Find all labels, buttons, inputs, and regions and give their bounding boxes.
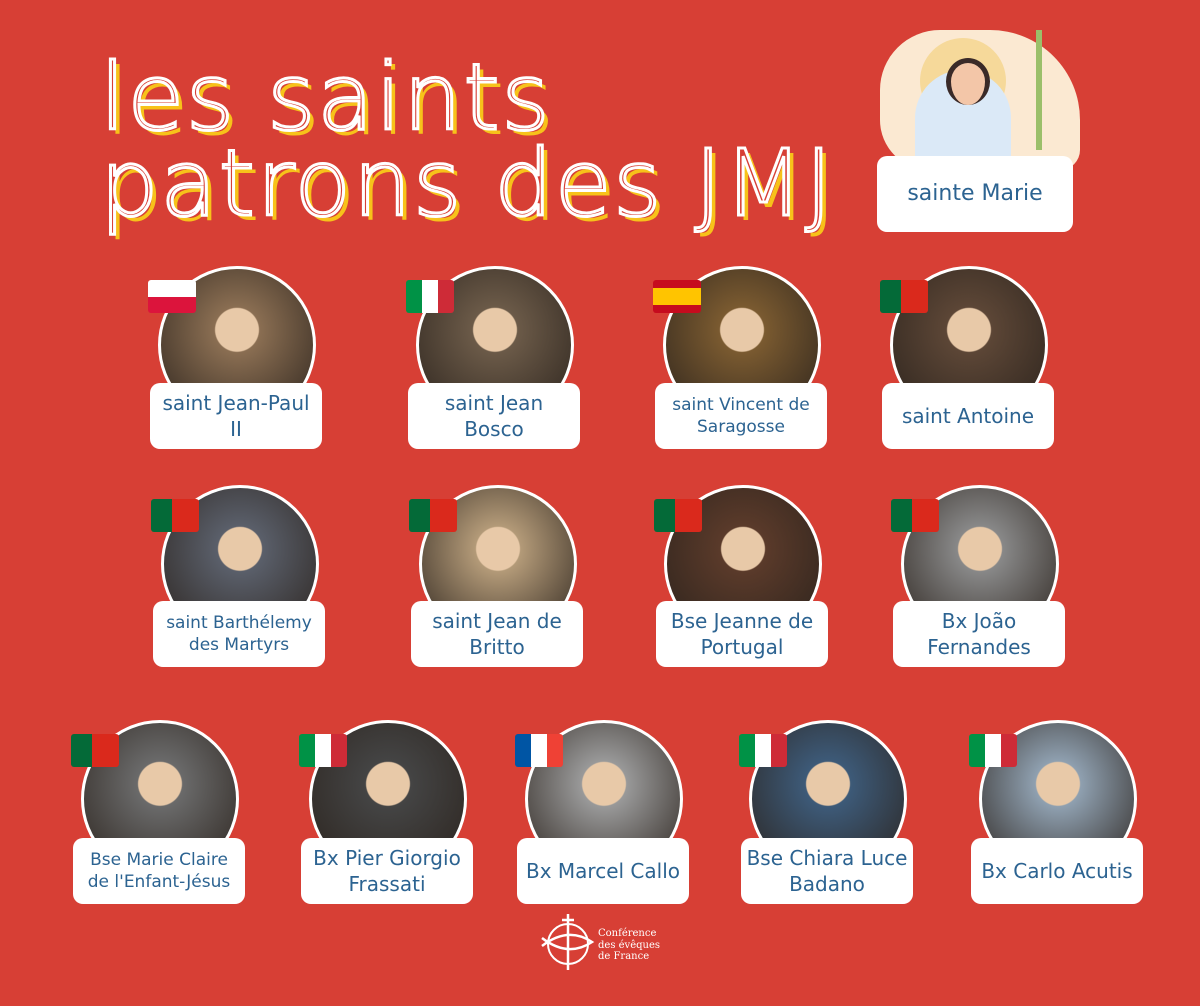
saint-label: saint Antoine: [882, 383, 1054, 449]
saint-label: Bx Marcel Callo: [517, 838, 689, 904]
flag-portugal-icon: [880, 280, 928, 313]
title-line-2: patrons des JMJ: [98, 130, 835, 237]
saint-label: Bx Carlo Acutis: [971, 838, 1143, 904]
saint-label: Bse Marie Claire de l'Enfant-Jésus: [73, 838, 245, 904]
sainte-marie-label: sainte Marie: [877, 156, 1073, 232]
saint-label: saint Jean de Britto: [411, 601, 583, 667]
cef-logo-text: Conférence des évêques de France: [598, 928, 660, 963]
saint-label: Bx João Fernandes: [893, 601, 1065, 667]
logo-line-1: Conférence: [598, 928, 657, 939]
saint-label: saint Barthélemy des Martyrs: [153, 601, 325, 667]
flag-poland-icon: [148, 280, 196, 313]
cef-logo-icon: [541, 914, 595, 970]
saint-label: saint Jean-Paul II: [150, 383, 322, 449]
flag-portugal-icon: [71, 734, 119, 767]
title-line-1: les saints: [99, 44, 552, 151]
logo-line-2: des évêques: [598, 939, 661, 951]
saint-label: Bse Jeanne de Portugal: [656, 601, 828, 667]
flag-france-icon: [515, 734, 563, 767]
flag-portugal-icon: [654, 499, 702, 532]
flag-italy-icon: [739, 734, 787, 767]
saint-label: Bse Chiara Luce Badano: [741, 838, 913, 904]
flag-italy-icon: [406, 280, 454, 313]
saint-label: Bx Pier Giorgio Frassati: [301, 838, 473, 904]
saint-label: saint Jean Bosco: [408, 383, 580, 449]
flag-portugal-icon: [409, 499, 457, 532]
flag-portugal-icon: [891, 499, 939, 532]
flag-portugal-icon: [151, 499, 199, 532]
flag-italy-icon: [299, 734, 347, 767]
flag-spain-icon: [653, 280, 701, 313]
saint-label: saint Vincent de Saragosse: [655, 383, 827, 449]
logo-line-3: de France: [598, 951, 650, 962]
flag-italy-icon: [969, 734, 1017, 767]
